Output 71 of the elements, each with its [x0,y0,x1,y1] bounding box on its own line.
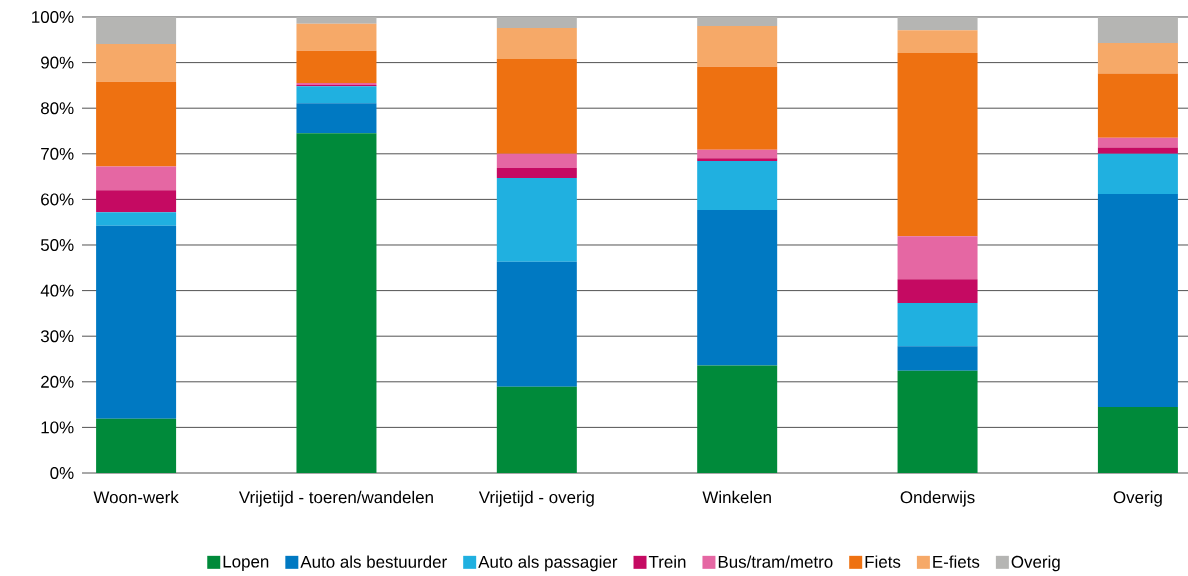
x-tick-label: Winkelen [702,490,771,504]
bar [697,161,778,210]
bar [1097,153,1178,194]
bar [1097,73,1178,138]
bar [96,225,177,419]
bar [496,27,577,59]
bar [1097,137,1178,148]
bar [296,17,377,24]
bar [96,43,177,82]
bar [1097,406,1178,473]
bar [496,386,577,473]
bar [897,279,978,303]
bar [697,209,778,366]
bar [296,23,377,51]
bar [697,26,778,67]
bar [1097,42,1178,74]
bar [96,212,177,226]
x-tick-label: Overig [1113,490,1162,507]
bar [96,166,177,191]
bar [697,66,778,150]
bar [897,30,978,54]
bar [296,103,377,134]
x-tick-label: Onderwijs [900,490,975,507]
legend-label: Trein [648,555,686,568]
bar [96,418,177,473]
legend-label: E-fiets [933,555,980,568]
y-tick-label: 100% [32,11,74,23]
y-tick-label: 10% [41,421,74,434]
bar [496,177,577,262]
bar [697,365,778,473]
y-tick-label: 50% [40,239,74,251]
bar [1097,147,1178,154]
y-tick-label: 70% [41,147,74,160]
bar [296,86,377,104]
bar [96,190,177,213]
bar [496,153,577,168]
y-tick-label: 0% [50,467,74,479]
bar [697,149,778,159]
bar [1097,193,1178,407]
legend-label: Auto als bestuurder [300,555,447,568]
bar [897,236,978,280]
bar [1097,17,1178,43]
y-tick-label: 40% [40,284,74,297]
bar [496,167,577,178]
bar [897,370,978,473]
x-tick-label: Vrijetijd - toeren/wandelen [238,490,433,507]
legend-label: Auto als passagier [478,555,618,572]
bar [296,133,377,473]
bar [897,302,978,347]
y-tick-label: 90% [41,56,74,69]
legend-label: Overig [1011,555,1060,572]
bar [697,17,778,27]
bar [96,17,177,44]
legend-label: Bus/tram/metro [718,555,833,568]
bar [897,346,978,371]
y-tick-label: 80% [40,102,74,115]
legend-label: Lopen [223,555,269,571]
y-tick-label: 20% [41,375,74,388]
bar [296,50,377,84]
x-tick-label: Woon-werk [93,490,179,504]
bar [897,17,978,31]
x-tick-label: Vrijetijd - overig [478,490,594,507]
bar [496,261,577,387]
y-tick-label: 60% [41,193,74,206]
legend-label: Fiets [865,555,901,568]
y-tick-label: 30% [40,330,74,343]
bar [897,53,978,237]
bar [496,58,577,154]
bar [96,81,177,167]
bar [697,158,778,162]
bar [496,17,577,28]
